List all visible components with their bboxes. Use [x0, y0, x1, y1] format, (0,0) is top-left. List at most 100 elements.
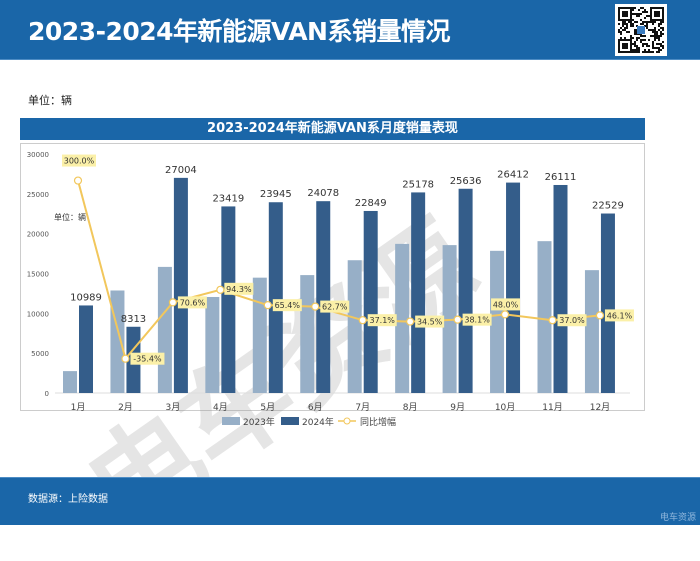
growth-point — [216, 285, 225, 294]
x-tick-label: 7月 — [355, 402, 370, 413]
header-band: 2023-2024年新能源VAN系销量情况 — [0, 0, 700, 60]
bar-2024 — [173, 177, 188, 393]
growth-data-label: 62.7% — [322, 303, 348, 312]
growth-point — [263, 301, 272, 310]
growth-point — [406, 317, 415, 326]
bar-2024 — [316, 201, 331, 393]
growth-data-label: 94.3% — [226, 285, 252, 294]
y-tick-label: 30000 — [27, 151, 49, 159]
growth-label-bg — [62, 154, 96, 167]
page-title: 2023-2024年新能源VAN系销量情况 — [28, 17, 450, 46]
bar-2024 — [458, 188, 473, 393]
growth-label-bg — [320, 300, 350, 313]
growth-label-bg — [604, 309, 634, 322]
growth-label-bg — [491, 298, 521, 311]
x-tick-label: 6月 — [308, 402, 323, 413]
bar-2023 — [205, 296, 220, 393]
growth-data-label: -35.4% — [133, 355, 162, 364]
growth-data-label: 38.1% — [464, 316, 490, 325]
chart: 0 5000 10000 15000 20000 25000 30000 单位：辆 10989 1… — [27, 151, 634, 428]
bar-2023 — [252, 277, 267, 393]
growth-point — [73, 176, 83, 185]
growth-data-label: 46.1% — [607, 311, 633, 320]
y-tick-label: 10000 — [27, 310, 49, 318]
bar-2024-data-label: 23419 — [212, 193, 244, 204]
bar-2024-data-label: 25636 — [450, 176, 482, 187]
bar-2024 — [268, 202, 283, 393]
x-tick-label: 2月 — [118, 402, 133, 413]
growth-data-label: 37.0% — [559, 316, 585, 325]
qr-code — [615, 4, 667, 56]
bar-2023 — [395, 243, 410, 393]
bar-2024 — [363, 210, 378, 393]
x-tick-label: 12月 — [590, 402, 610, 413]
bar-2024-data-label: 10989 — [70, 292, 102, 303]
growth-data-label: 70.6% — [180, 298, 206, 307]
y-tick-label: 25000 — [27, 191, 49, 199]
x-tick-label: 9月 — [450, 402, 465, 413]
bar-2024-data-label: 26412 — [497, 170, 529, 181]
legend-swatch-2023 — [222, 417, 240, 425]
growth-point — [453, 315, 462, 324]
growth-label-bg — [462, 313, 492, 326]
bar-2024 — [79, 305, 93, 393]
growth-point — [358, 316, 367, 325]
inner-unit-label: 单位：辆 — [54, 212, 86, 222]
bar-2024 — [221, 206, 236, 393]
bar-2023 — [537, 241, 552, 393]
x-tick-label: 1月 — [71, 402, 86, 413]
bar-2024-data-label: 22529 — [592, 201, 624, 212]
growth-line — [77, 180, 601, 361]
y-tick-label: 0 — [45, 390, 49, 398]
bar-2024-data-label: 27004 — [165, 165, 197, 176]
bar-2024-data-label: 8313 — [121, 314, 146, 325]
y-tick-label: 15000 — [27, 271, 49, 279]
x-tick-label: 4月 — [213, 402, 228, 413]
growth-label-bg — [557, 314, 587, 327]
y-tick-label: 5000 — [31, 350, 49, 358]
bar-2024-data-label: 23945 — [260, 189, 292, 200]
growth-point — [500, 310, 510, 319]
bar-2023 — [490, 250, 505, 393]
legend-swatch-2024 — [281, 417, 299, 425]
unit-label: 单位：辆 — [28, 94, 72, 107]
growth-point — [595, 311, 605, 320]
x-tick-label: 10月 — [495, 402, 515, 413]
legend-label-2024: 2024年 — [302, 416, 334, 428]
growth-point — [548, 316, 557, 325]
growth-label-bg — [177, 296, 207, 309]
growth-data-label: 65.4% — [275, 301, 301, 310]
y-tick-label: 20000 — [27, 231, 49, 239]
growth-label-bg — [130, 352, 165, 365]
growth-data-label: 37.1% — [369, 316, 395, 325]
x-tick-label: 5月 — [260, 402, 275, 413]
growth-label-bg — [415, 315, 445, 328]
growth-data-label: 34.5% — [417, 318, 443, 327]
growth-point — [311, 302, 320, 311]
bar-2024 — [600, 213, 615, 393]
bar-2023 — [63, 371, 77, 393]
data-source: 数据源：上险数据 — [28, 494, 108, 505]
bar-2024-data-label: 26111 — [545, 172, 577, 183]
bar-2024 — [553, 184, 568, 393]
chart-frame — [20, 143, 645, 411]
bar-2023 — [584, 270, 599, 393]
growth-data-label: 48.0% — [493, 300, 519, 309]
legend-label-growth: 同比增幅 — [360, 416, 396, 428]
bar-2024-data-label: 25178 — [402, 179, 434, 190]
bar-2023 — [157, 266, 172, 393]
chart-title: 2023-2024年新能源VAN系月度销量表现 — [20, 118, 645, 140]
growth-point — [168, 298, 177, 307]
growth-label-bg — [272, 299, 302, 312]
bar-2023 — [110, 290, 125, 393]
growth-label-bg — [224, 282, 254, 295]
footer-band: 数据源：上险数据 电车资源 — [0, 477, 700, 525]
growth-data-label: 300.0% — [64, 157, 95, 166]
x-tick-label: 8月 — [403, 402, 418, 413]
bar-2023 — [300, 275, 315, 393]
growth-point — [121, 354, 130, 363]
bar-2024-data-label: 22849 — [355, 198, 387, 209]
legend-marker-growth — [343, 417, 351, 425]
bar-2024 — [506, 182, 521, 393]
growth-label-bg — [367, 314, 397, 327]
